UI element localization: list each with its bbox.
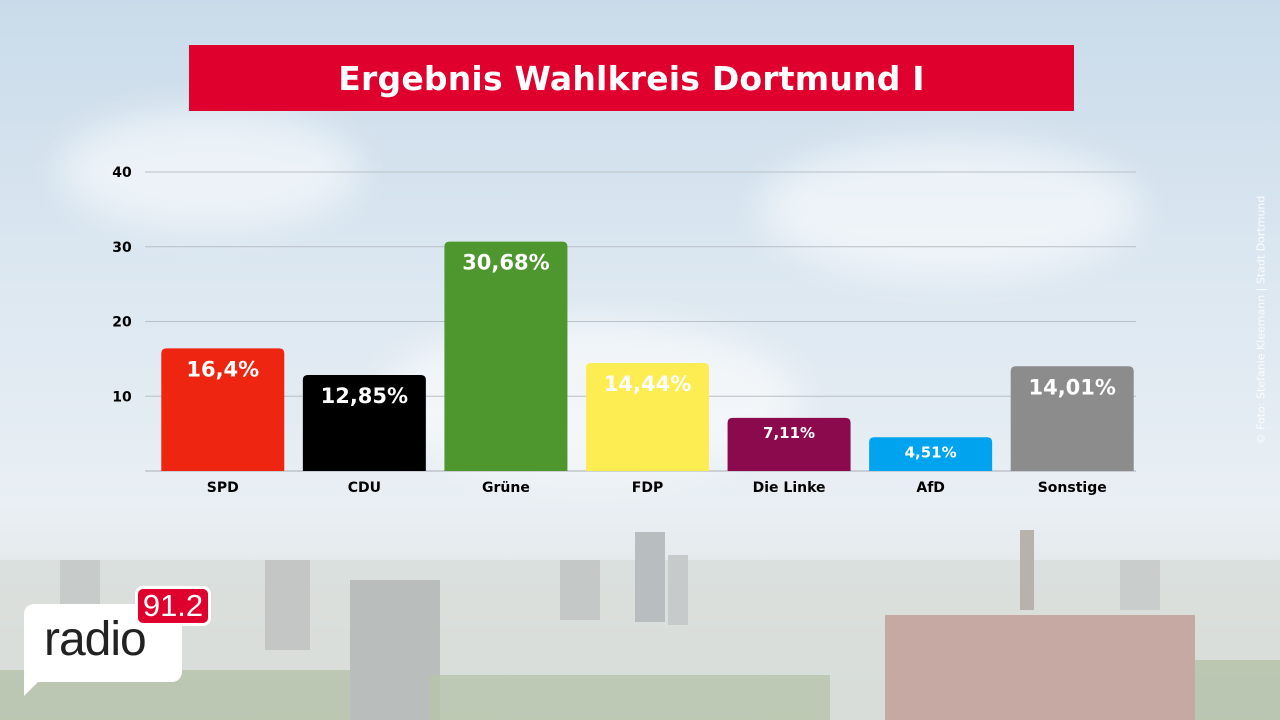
bar-grüne [444, 241, 568, 471]
bar-spd [161, 348, 285, 471]
y-tick-label: 10 [112, 389, 132, 405]
bar-afd [869, 437, 993, 471]
x-tick-label: Die Linke [753, 480, 826, 496]
data-label: 4,51% [905, 443, 957, 461]
x-tick-label: AfD [916, 480, 945, 496]
y-tick-label: 30 [112, 240, 132, 256]
data-label: 14,01% [1028, 375, 1115, 399]
y-tick-label: 40 [112, 165, 132, 181]
x-tick-label: SPD [207, 480, 239, 496]
chart-title: Ergebnis Wahlkreis Dortmund I [338, 58, 925, 98]
x-tick-label: CDU [348, 480, 381, 496]
bar-die-linke [727, 417, 851, 471]
data-label: 16,4% [186, 357, 259, 381]
bar-sonstige [1010, 366, 1134, 471]
logo-bubble-tail [24, 674, 46, 696]
logo-frequency: 91.2 [135, 586, 211, 626]
x-tick-label: Sonstige [1038, 480, 1107, 496]
bar-fdp [586, 363, 709, 471]
data-label: 30,68% [462, 251, 549, 275]
x-tick-label: Grüne [482, 480, 530, 496]
city-skyline-background [0, 530, 1280, 720]
chart-title-banner: Ergebnis Wahlkreis Dortmund I [189, 45, 1074, 111]
data-label: 12,85% [321, 384, 408, 408]
radio-logo: radio 91.2 [24, 586, 214, 701]
bar-cdu [302, 374, 426, 471]
logo-word: radio [44, 613, 147, 666]
data-label: 14,44% [604, 372, 691, 396]
y-tick-label: 20 [112, 315, 132, 331]
cloud [60, 110, 360, 230]
cloud [760, 140, 1140, 280]
data-label: 7,11% [763, 424, 815, 442]
x-tick-label: FDP [632, 480, 663, 496]
